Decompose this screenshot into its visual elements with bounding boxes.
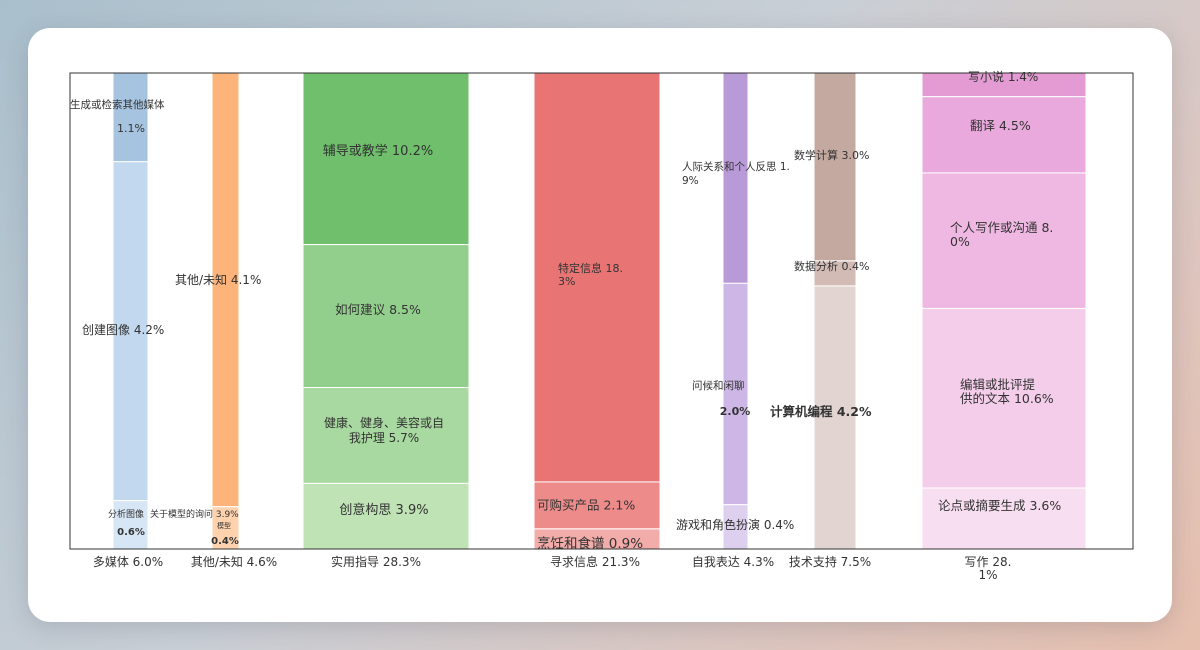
bar-segment [813, 285, 857, 550]
marimekko-chart: 多媒体 6.0% 其他/未知 4.6% 实用指导 28.3% 寻求信息 21.3% 自我… [69, 69, 1134, 582]
bar-segment [211, 72, 240, 508]
x-tick-label: 多媒体 6.0% [93, 555, 163, 569]
bar-segment [211, 506, 240, 550]
segment-label: 生成或检索其他媒体 [70, 98, 165, 111]
segment-label: 问候和闲聊 [692, 379, 745, 392]
bar-segment [921, 96, 1087, 174]
segment-label: 翻译 4.5% [970, 118, 1031, 133]
bar-segment [813, 260, 857, 287]
segment-label: 创意构思 3.9% [339, 502, 428, 518]
x-tick-label: 写作 28. 1% [965, 555, 1012, 582]
segment-label: 人际关系和个人反思 1. 9% [682, 160, 790, 187]
bar-segment [112, 72, 149, 163]
segment-label: 计算机编程 4.2% [770, 404, 872, 419]
bar-segment [921, 487, 1087, 550]
segment-label: 特定信息 18. 3% [558, 261, 623, 288]
segment-label: 数学计算 3.0% [794, 148, 869, 162]
bar-segment [722, 282, 749, 506]
bar-segment [813, 72, 857, 262]
bar-segment [302, 482, 470, 550]
bar-segment [722, 72, 749, 284]
segment-label: 关于模型的询问 3.9% [150, 508, 239, 520]
segment-label: 论点或摘要生成 3.6% [938, 498, 1061, 513]
segment-label: 个人写作或沟通 8. 0% [950, 220, 1053, 249]
bar-segment [112, 161, 149, 502]
bar-segment [921, 172, 1087, 309]
segment-label: 辅导或教学 10.2% [323, 143, 433, 159]
x-tick-label: 实用指导 28.3% [331, 554, 421, 569]
segment-label: 烹饪和食谱 0.9% [537, 535, 643, 552]
segment-label: 分析图像 [108, 508, 144, 520]
segment-label: 健康、健身、美容或自我护理 5.7% [324, 415, 444, 445]
segment-label: 1.1% [117, 122, 145, 135]
segment-label: 2.0% [720, 405, 751, 418]
segment-label: 可购买产品 2.1% [537, 497, 635, 512]
segment-label: 编辑或批评提供的文本 10.6% [960, 377, 1054, 406]
x-tick-label: 其他/未知 4.6% [191, 555, 277, 569]
segment-label: 创建图像 4.2% [82, 323, 164, 337]
segment-label: 如何建议 8.5% [335, 302, 421, 317]
segment-label: 数据分析 0.4% [794, 259, 869, 273]
bar-segment [722, 504, 749, 550]
bar-segment [533, 72, 661, 483]
bar-segment [302, 244, 470, 389]
segment-label: 写小说 1.4% [968, 69, 1038, 84]
segment-label: 模型 [217, 521, 231, 530]
segment-label: 游戏和角色扮演 0.4% [676, 517, 794, 532]
bar-segment [921, 307, 1087, 489]
x-tick-label: 寻求信息 21.3% [550, 554, 640, 569]
segment-label: 0.4% [211, 536, 239, 547]
x-tick-label: 自我表达 4.3% [692, 555, 774, 569]
bar-segment [302, 387, 470, 484]
chart-card: 多媒体 6.0% 其他/未知 4.6% 实用指导 28.3% 寻求信息 21.3% 自我… [28, 28, 1172, 622]
x-tick-label: 技术支持 7.5% [789, 554, 871, 569]
segment-label: 其他/未知 4.1% [175, 273, 261, 287]
bar-segment [112, 500, 149, 550]
plot-frame [69, 72, 1134, 550]
segment-label: 0.6% [117, 527, 145, 538]
